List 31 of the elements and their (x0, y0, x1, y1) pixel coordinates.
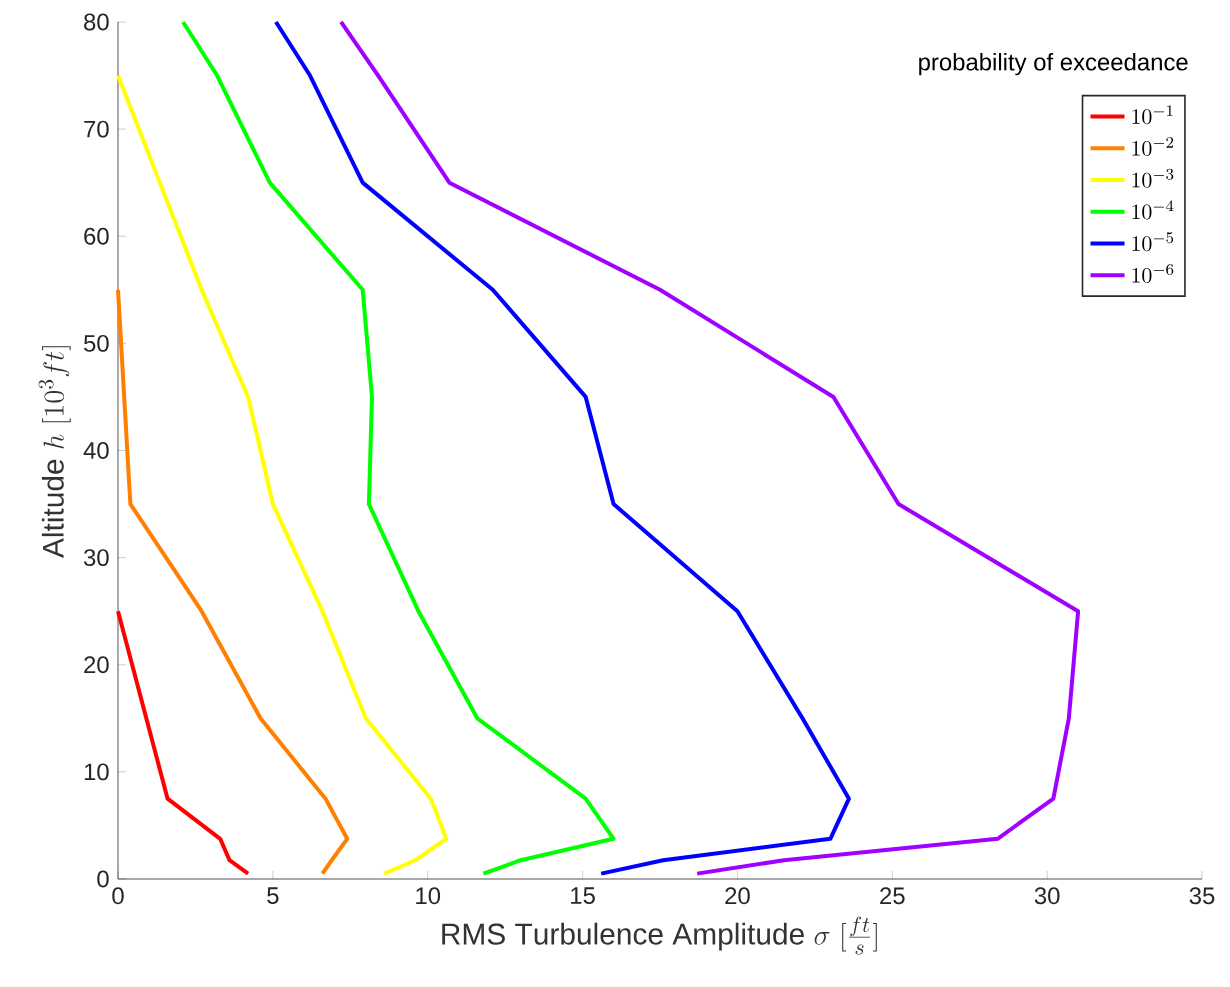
legend-label: $10^{-3}$ (1132, 168, 1174, 188)
y-tick-label: 40 (83, 442, 109, 459)
line-series (273, 19, 851, 876)
legend-label: $10^{-4}$ (1132, 200, 1174, 220)
x-axis-title: $\mathrm{RMS\ Turbulence\ Amplitude}\ \sigma\ [\frac{ft}{s}]$ (442, 916, 877, 955)
y-tick-label: 60 (84, 227, 109, 245)
line-series (116, 609, 251, 876)
x-tick-label: 35 (1189, 887, 1215, 905)
legend-label: $10^{-2}$ (1132, 137, 1174, 157)
y-tick-label: 10 (84, 763, 109, 781)
y-tick-label: 20 (84, 656, 109, 674)
x-tick-label: 20 (725, 887, 750, 905)
y-tick-label: 80 (84, 13, 109, 31)
legend-label: $10^{-6}$ (1132, 264, 1174, 284)
y-tick-label: 50 (84, 334, 109, 352)
x-tick-label: 15 (571, 887, 595, 905)
line-series (181, 19, 616, 876)
legend-label: $10^{-5}$ (1132, 232, 1174, 252)
y-tick-label: 0 (97, 870, 109, 888)
y-tick-label: 70 (84, 120, 109, 138)
line-series (116, 287, 350, 876)
legend-title: probability of exceedance (919, 53, 1188, 76)
y-tick-label: 30 (83, 549, 109, 567)
line-series (116, 73, 449, 876)
x-tick-label: 5 (267, 887, 279, 905)
x-tick-label: 30 (1034, 887, 1060, 905)
legend-label: $10^{-1}$ (1132, 105, 1173, 125)
y-axis-title: $\mathrm{Altitude}\ h\ [10^3 ft]$ (38, 346, 71, 558)
x-tick-label: 10 (416, 887, 441, 905)
x-tick-label: 25 (880, 887, 905, 905)
x-tick-label: 0 (112, 887, 124, 905)
